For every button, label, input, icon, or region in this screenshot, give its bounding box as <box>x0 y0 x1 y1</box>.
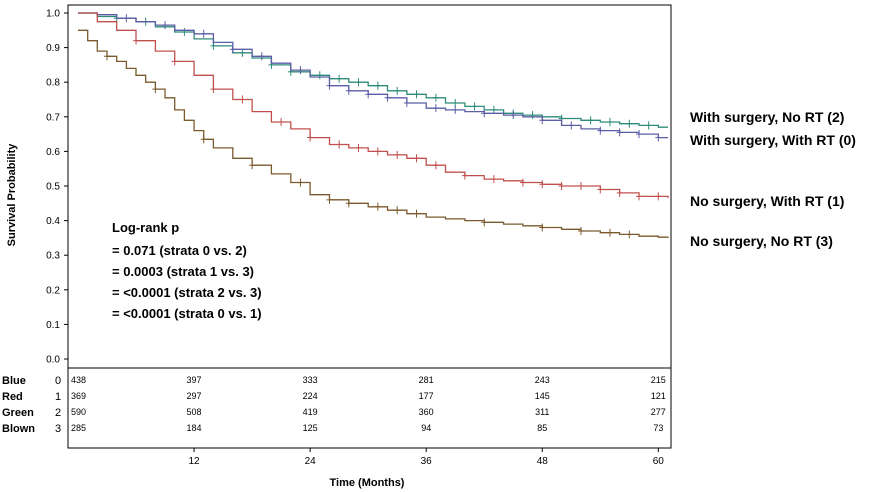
y-tick-label: 0.6 <box>46 147 60 158</box>
risk-value: 333 <box>303 375 318 385</box>
x-axis: 12 24 36 48 60 <box>189 448 665 467</box>
risk-row-label: Red <box>2 391 23 403</box>
risk-value: 215 <box>651 375 666 385</box>
risk-value: 419 <box>303 407 318 417</box>
legend: With surgery, No RT (2) With surgery, Wi… <box>690 109 856 249</box>
risk-value: 285 <box>71 423 86 433</box>
annotation-line: = <0.0001 (strata 0 vs. 1) <box>112 306 262 321</box>
risk-row-code: 1 <box>55 391 61 403</box>
risk-value: 369 <box>71 391 86 401</box>
risk-value: 277 <box>651 407 666 417</box>
risk-value: 281 <box>419 375 434 385</box>
risk-row-code: 3 <box>55 423 61 435</box>
x-tick-label: 60 <box>653 456 665 467</box>
annotation-line: = 0.071 (strata 0 vs. 2) <box>112 243 247 258</box>
y-tick-label: 0.7 <box>46 112 60 123</box>
risk-value: 177 <box>419 391 434 401</box>
x-axis-title: Time (Months) <box>330 477 405 489</box>
survival-curve <box>78 12 669 199</box>
risk-value: 85 <box>537 423 547 433</box>
x-tick-label: 12 <box>189 456 201 467</box>
risk-value: 243 <box>535 375 550 385</box>
annotation-line: = <0.0001 (strata 2 vs. 3) <box>112 285 262 300</box>
risk-value: 145 <box>535 391 550 401</box>
risk-value: 397 <box>187 375 202 385</box>
y-tick-label: 0.5 <box>46 182 60 193</box>
risk-value: 94 <box>421 423 431 433</box>
legend-entry: With surgery, With RT (0) <box>690 132 856 148</box>
legend-entry: No surgery, With RT (1) <box>690 193 844 209</box>
risk-value: 121 <box>651 391 666 401</box>
risk-value: 508 <box>187 407 202 417</box>
risk-value: 297 <box>187 391 202 401</box>
y-tick-label: 0.0 <box>46 355 60 366</box>
survival-curves <box>78 12 669 239</box>
y-axis: 0.0 0.1 0.2 0.3 0.4 0.5 0.6 0.7 0.8 0.9 1.0 <box>46 9 68 366</box>
y-tick-label: 0.4 <box>46 216 60 227</box>
y-tick-label: 0.9 <box>46 43 60 54</box>
x-tick-label: 24 <box>305 456 317 467</box>
x-tick-label: 36 <box>421 456 433 467</box>
survival-curve <box>78 12 668 139</box>
risk-row-label: Blue <box>2 375 26 387</box>
plot-frame <box>67 4 672 449</box>
risk-value: 184 <box>187 423 202 433</box>
survival-curve <box>78 12 668 128</box>
risk-value: 224 <box>303 391 318 401</box>
risk-row-code: 0 <box>55 375 61 387</box>
y-tick-label: 0.3 <box>46 251 60 262</box>
y-axis-title: Survival Probability <box>6 143 18 247</box>
risk-value: 125 <box>303 423 318 433</box>
risk-value: 438 <box>71 375 86 385</box>
legend-entry: No surgery, No RT (3) <box>690 233 833 249</box>
number-at-risk-table: Blue 0 438 397 333 281 243 215 Red 1 369 297 224 177 1… <box>2 375 666 435</box>
risk-value: 311 <box>535 407 549 417</box>
risk-row-code: 2 <box>55 407 61 419</box>
risk-value: 590 <box>71 407 86 417</box>
annotation-line: = 0.0003 (strata 1 vs. 3) <box>112 264 254 279</box>
annotation-line: Log-rank p <box>112 220 179 235</box>
x-tick-label: 48 <box>537 456 549 467</box>
risk-row-label: Green <box>2 407 34 419</box>
y-tick-label: 0.8 <box>46 78 60 89</box>
survival-curve <box>78 29 669 238</box>
risk-row-label: Blown <box>2 423 35 435</box>
y-tick-label: 0.1 <box>46 320 60 331</box>
legend-entry: With surgery, No RT (2) <box>690 109 844 125</box>
log-rank-annotation: Log-rank p = 0.071 (strata 0 vs. 2) = 0.… <box>112 220 262 321</box>
risk-value: 73 <box>653 423 663 433</box>
risk-value: 360 <box>419 407 434 417</box>
y-tick-label: 0.2 <box>46 285 60 296</box>
y-tick-label: 1.0 <box>46 9 60 20</box>
